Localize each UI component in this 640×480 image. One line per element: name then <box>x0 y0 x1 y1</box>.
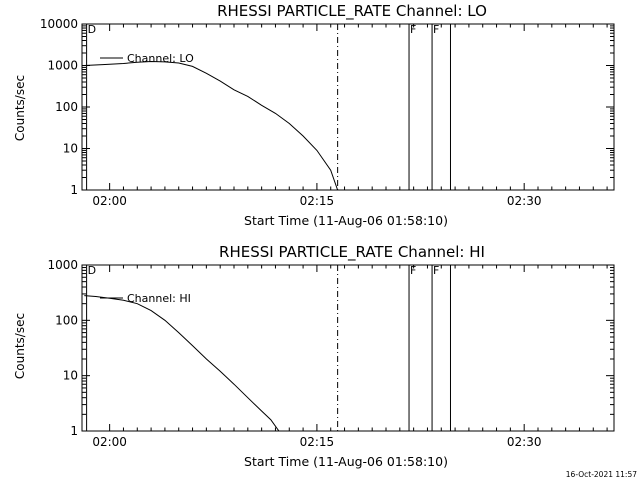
event-marker-label: F <box>433 264 439 277</box>
x-tick-label: 02:30 <box>507 194 542 208</box>
y-tick-label: 10 <box>63 369 78 383</box>
y-axis-label: Counts/sec <box>13 75 27 141</box>
x-axis-label: Start Time (11-Aug-06 01:58:10) <box>244 454 448 469</box>
x-axis-label: Start Time (11-Aug-06 01:58:10) <box>244 213 448 228</box>
y-tick-label: 1 <box>70 424 78 438</box>
chart-title: RHESSI PARTICLE_RATE Channel: LO <box>217 2 487 21</box>
y-tick-label: 100 <box>55 313 78 327</box>
event-marker-label: F <box>433 23 439 36</box>
event-marker-label: D <box>88 23 96 36</box>
y-tick-label: 10 <box>63 142 78 156</box>
y-tick-label: 1000 <box>47 59 78 73</box>
x-tick-label: 02:15 <box>300 194 335 208</box>
y-tick-label: 1000 <box>47 258 78 272</box>
x-tick-label: 02:30 <box>507 435 542 449</box>
event-marker-label: F <box>410 23 416 36</box>
series-line <box>84 60 339 190</box>
event-marker-label: F <box>410 264 416 277</box>
y-tick-label: 1 <box>70 183 78 197</box>
legend-label: Channel: LO <box>127 52 194 65</box>
x-tick-label: 02:00 <box>92 435 127 449</box>
footer-timestamp: 16-Oct-2021 11:57 <box>566 470 637 479</box>
legend-label: Channel: HI <box>127 292 191 305</box>
event-marker-label: D <box>88 264 96 277</box>
chart-panel-hi: RHESSI PARTICLE_RATE Channel: HI Counts/… <box>13 243 615 469</box>
y-tick-label: 10000 <box>40 17 78 31</box>
chart-panel-lo: RHESSI PARTICLE_RATE Channel: LO Counts/… <box>13 2 615 228</box>
plot-frame <box>81 264 615 432</box>
series-line <box>84 295 280 431</box>
x-tick-label: 02:00 <box>92 194 127 208</box>
y-tick-label: 100 <box>55 100 78 114</box>
chart-title: RHESSI PARTICLE_RATE Channel: HI <box>219 243 485 262</box>
x-tick-label: 02:15 <box>300 435 335 449</box>
y-axis-label: Counts/sec <box>13 313 27 379</box>
